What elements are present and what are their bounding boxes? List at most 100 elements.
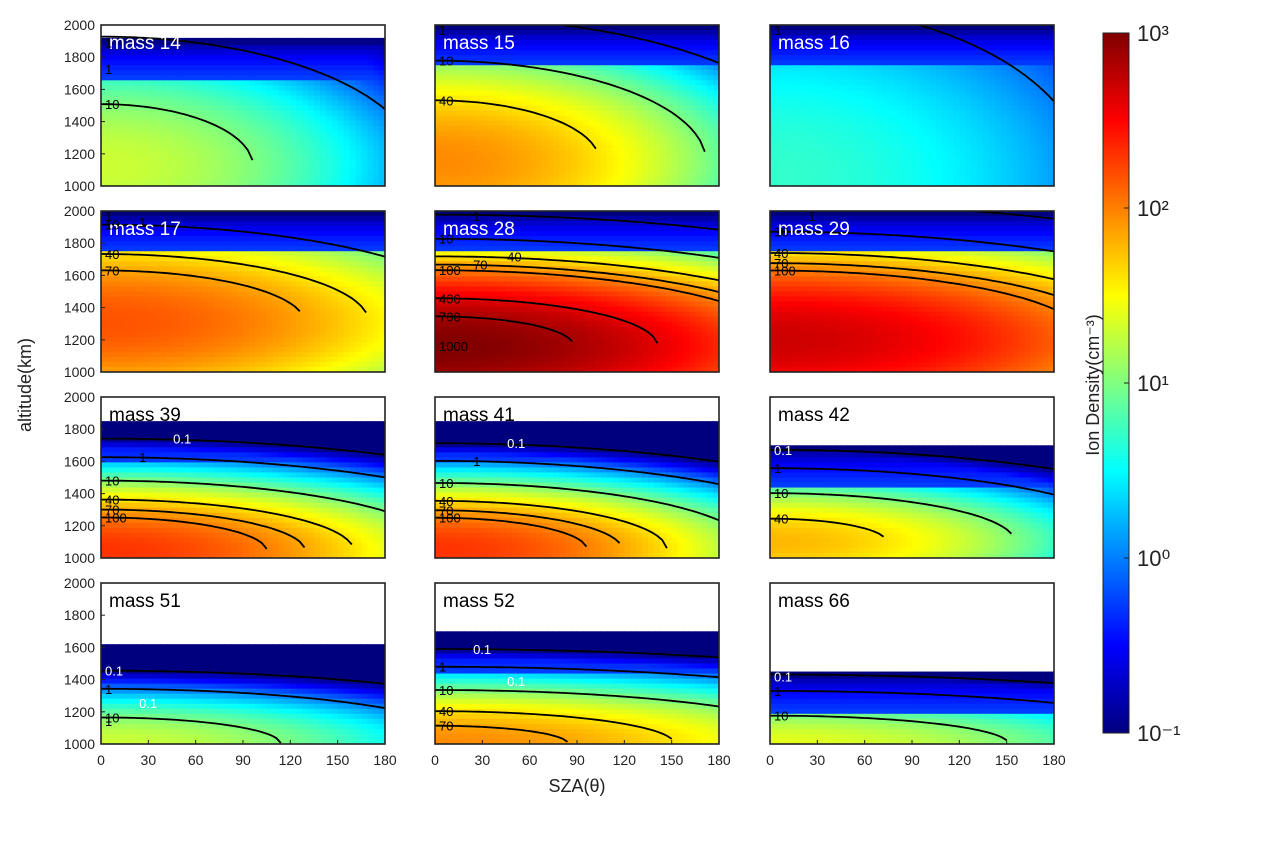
density-cell (231, 105, 238, 112)
density-cell (118, 241, 126, 247)
density-cell (523, 155, 531, 162)
density-cell (701, 80, 708, 86)
density-cell (983, 50, 990, 56)
density-cell (947, 95, 955, 102)
density-cell (577, 60, 584, 66)
density-cell (653, 175, 661, 182)
density-cell (671, 155, 679, 162)
density-cell (1012, 35, 1020, 41)
density-cell (343, 155, 351, 162)
density-cell (1048, 150, 1054, 157)
density-cell (130, 226, 138, 232)
density-cell (308, 40, 315, 46)
density-cell (1000, 160, 1008, 167)
density-cell (781, 140, 789, 147)
density-cell (541, 180, 549, 186)
density-cell (953, 55, 960, 61)
density-cell (541, 175, 549, 182)
density-cell (118, 246, 126, 252)
density-cell (829, 30, 836, 36)
density-cell (793, 80, 801, 86)
density-cell (237, 221, 244, 227)
density-cell (781, 145, 789, 152)
density-cell (195, 251, 203, 257)
density-cell (977, 75, 984, 81)
density-cell (701, 50, 708, 56)
density-cell (112, 236, 120, 242)
density-cell (237, 180, 244, 186)
density-cell (446, 50, 454, 56)
density-cell (361, 251, 368, 257)
density-cell (912, 175, 919, 182)
density-cell (207, 125, 215, 132)
density-cell (977, 85, 984, 92)
density-cell (529, 150, 537, 157)
density-cell (1018, 80, 1026, 86)
density-cell (648, 50, 655, 56)
density-cell (994, 130, 1002, 137)
density-cell (243, 251, 250, 257)
density-cell (1048, 140, 1054, 147)
density-cell (577, 170, 584, 177)
density-cell (983, 35, 990, 41)
density-cell (302, 241, 309, 247)
density-cell (183, 165, 191, 172)
density-cell (464, 100, 472, 107)
density-cell (594, 30, 602, 36)
density-cell (770, 25, 777, 31)
density-cell (1024, 100, 1031, 107)
density-cell (1048, 85, 1054, 92)
density-cell (671, 110, 679, 117)
density-cell (266, 40, 274, 46)
density-cell (482, 130, 489, 137)
density-cell (136, 231, 144, 237)
density-cell (787, 140, 795, 147)
density-cell (349, 241, 357, 247)
density-cell (1006, 60, 1014, 66)
density-cell (965, 95, 972, 102)
density-cell (864, 170, 872, 177)
density-cell (988, 155, 996, 162)
density-cell (1036, 75, 1043, 81)
density-cell (172, 37, 179, 41)
density-cell (195, 45, 203, 51)
density-cell (470, 55, 478, 61)
density-cell (296, 60, 303, 66)
density-cell (876, 135, 884, 142)
density-cell (547, 100, 554, 107)
density-cell (594, 125, 602, 132)
density-cell (553, 75, 560, 81)
density-cell (446, 175, 454, 182)
density-cell (172, 175, 179, 182)
density-cell (600, 55, 608, 61)
density-cell (361, 105, 368, 112)
density-cell (272, 75, 280, 81)
density-cell (529, 90, 537, 97)
density-cell (314, 45, 321, 51)
density-cell (290, 175, 297, 182)
density-cell (1036, 165, 1043, 172)
density-cell (1036, 115, 1043, 122)
density-cell (864, 105, 872, 112)
density-cell (207, 246, 215, 252)
density-cell (458, 50, 466, 56)
density-cell (148, 65, 155, 71)
density-cell (476, 65, 483, 71)
density-cell (464, 165, 472, 172)
density-cell (941, 110, 949, 117)
density-cell (464, 155, 472, 162)
density-cell (864, 155, 872, 162)
density-cell (947, 40, 955, 46)
density-cell (787, 75, 795, 81)
density-cell (1012, 165, 1020, 172)
density-cell (775, 110, 783, 117)
density-cell (266, 45, 274, 51)
density-cell (118, 175, 126, 182)
density-cell (511, 90, 519, 97)
density-cell (195, 246, 203, 252)
density-cell (864, 180, 872, 186)
density-cell (659, 150, 667, 157)
density-cell (446, 75, 454, 81)
density-cell (154, 170, 161, 177)
density-cell (136, 75, 144, 81)
